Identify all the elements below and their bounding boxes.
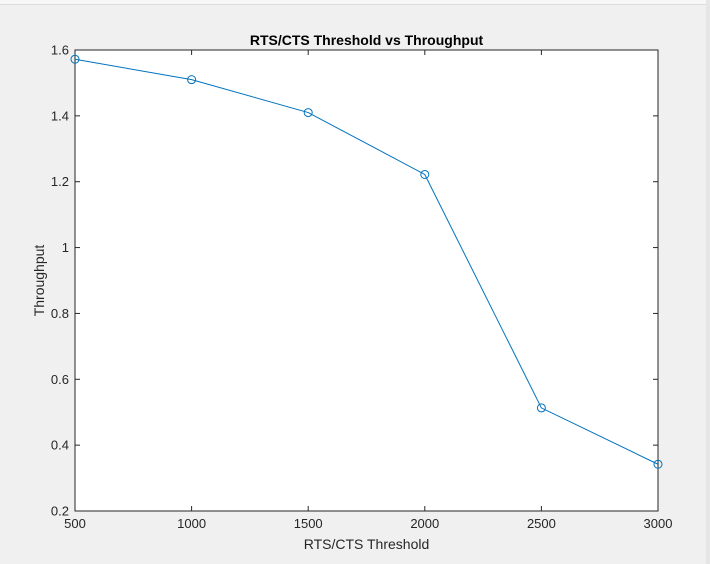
data-point-marker — [303, 108, 313, 118]
y-axis-label: Throughput — [31, 245, 47, 317]
series-line — [74, 58, 659, 465]
x-tick-label: 3000 — [644, 516, 673, 531]
y-tick-label: 1.6 — [51, 43, 69, 58]
window-top-edge — [0, 0, 710, 5]
plot-area — [74, 49, 659, 512]
y-axis-ticks: 0.2 0.4 0.6 0.8 1 1.2 1.4 1.6 — [51, 43, 658, 519]
x-tick-label: 1500 — [294, 516, 323, 531]
y-tick-label: 1 — [62, 240, 69, 255]
y-tick-label: 0.2 — [51, 504, 69, 519]
x-tick-label: 1000 — [177, 516, 206, 531]
x-axis-ticks: 500 1000 1500 2000 2500 3000 — [64, 50, 672, 531]
y-tick-label: 0.4 — [51, 438, 69, 453]
x-axis-label: RTS/CTS Threshold — [304, 536, 430, 552]
x-tick-label: 2500 — [527, 516, 556, 531]
data-point-marker — [70, 54, 80, 64]
window-right-edge — [706, 0, 710, 564]
y-tick-label: 1.2 — [51, 174, 69, 189]
series-group — [70, 54, 663, 469]
data-point-marker — [420, 169, 430, 179]
data-point-marker — [536, 403, 546, 413]
data-point-marker — [653, 459, 663, 469]
y-tick-label: 1.4 — [51, 108, 69, 123]
x-tick-label: 500 — [64, 516, 86, 531]
y-tick-label: 0.6 — [51, 372, 69, 387]
chart-title: RTS/CTS Threshold vs Throughput — [250, 32, 484, 48]
x-tick-label: 2000 — [410, 516, 439, 531]
data-point-marker — [187, 75, 197, 85]
y-tick-label: 0.8 — [51, 306, 69, 321]
